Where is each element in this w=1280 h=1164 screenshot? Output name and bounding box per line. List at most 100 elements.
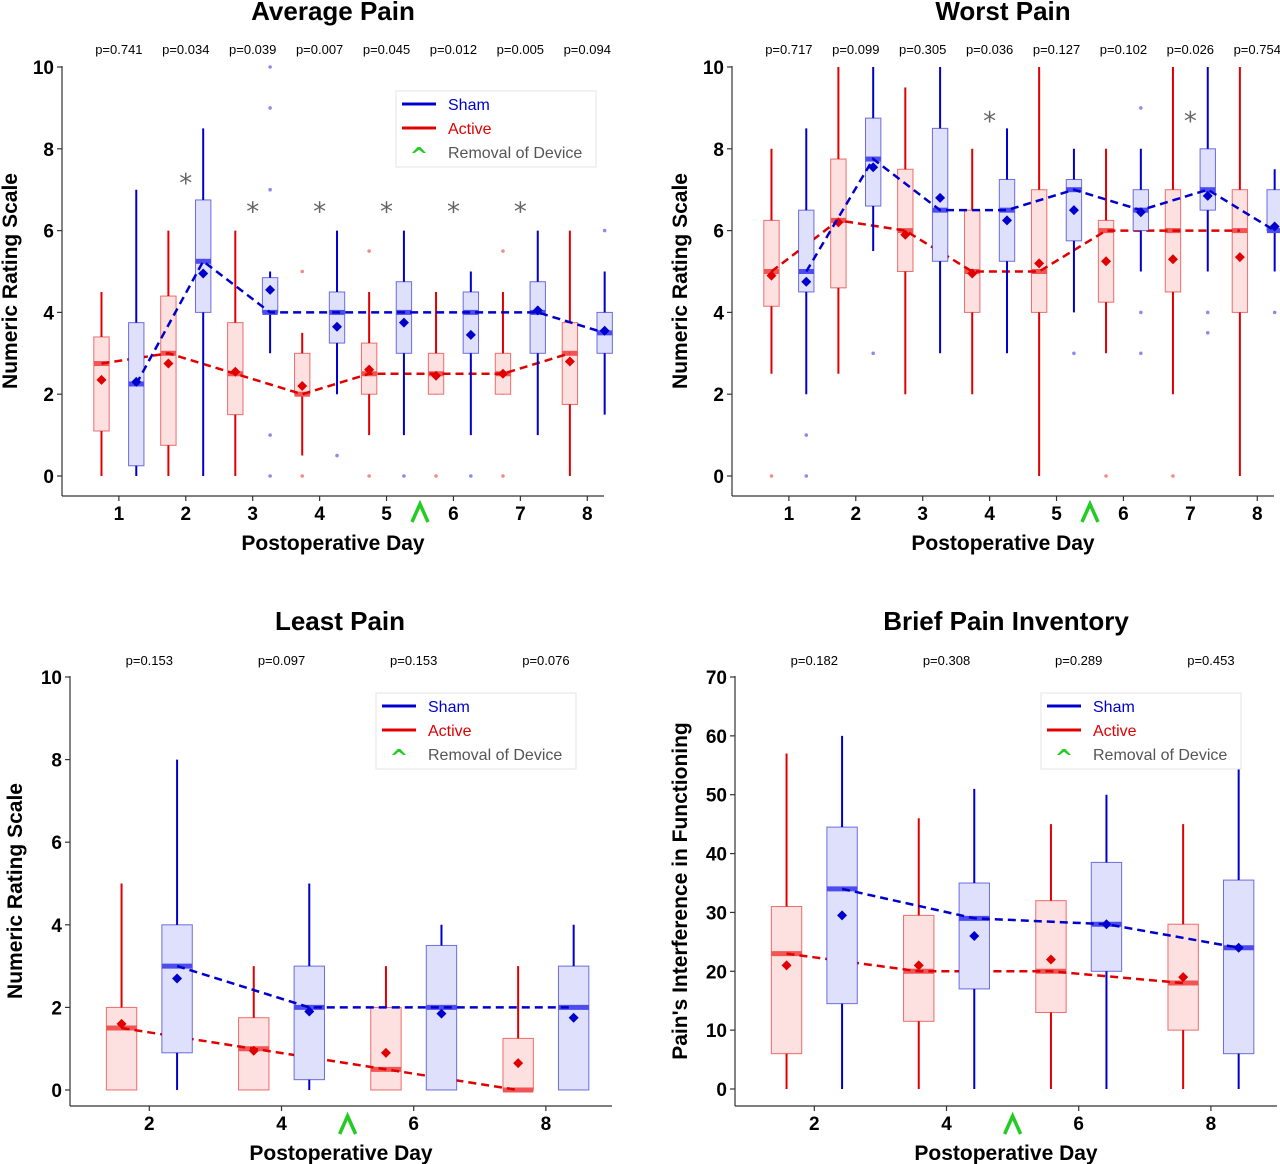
outlier-active <box>367 249 371 253</box>
p-value-label: p=0.007 <box>296 42 343 57</box>
legend-active-label: Active <box>448 121 492 138</box>
median-trend-line-sham <box>841 887 1239 949</box>
series-sham <box>798 67 1280 478</box>
y-tick-label: 6 <box>713 222 724 243</box>
box-active <box>1167 923 1199 1031</box>
mean-marker-active <box>513 1058 524 1069</box>
x-tick-label: 3 <box>247 504 258 525</box>
p-value-label: p=0.012 <box>430 42 477 57</box>
y-tick-label: 10 <box>41 668 62 689</box>
legend-removal-symbol: ^ <box>1055 746 1073 771</box>
significance-asterisk: * <box>179 169 192 199</box>
box-active <box>897 168 914 272</box>
mean-marker-sham <box>1233 942 1244 953</box>
p-value-label: p=0.099 <box>832 42 879 57</box>
y-axis-label: Numeric Rating Scale <box>0 173 22 389</box>
x-tick-label: 6 <box>1118 504 1129 525</box>
x-tick-label: 2 <box>144 1114 155 1135</box>
chart-title: Average Pain <box>251 0 415 26</box>
p-value-label: p=0.153 <box>126 653 173 668</box>
x-tick-label: 8 <box>582 504 593 525</box>
outlier-sham <box>871 351 875 356</box>
mean-marker-sham <box>969 930 980 941</box>
significance-asterisk: * <box>983 107 996 137</box>
y-tick-label: 40 <box>706 845 727 866</box>
chart-title: Brief Pain Inventory <box>883 606 1129 636</box>
mean-marker-sham <box>265 284 276 295</box>
mean-marker-active <box>1234 252 1245 263</box>
removal-of-device-marker <box>1003 1111 1023 1135</box>
series-active <box>770 753 1199 1089</box>
outlier-sham <box>469 474 473 478</box>
legend-removal-symbol: ^ <box>390 746 408 771</box>
x-tick-label: 4 <box>276 1114 287 1135</box>
p-value-label: p=0.026 <box>1167 42 1214 57</box>
y-tick-label: 0 <box>43 467 54 488</box>
mean-marker-active <box>913 960 924 971</box>
mean-marker-sham <box>465 329 476 340</box>
box-active <box>964 209 981 313</box>
p-value-label: p=0.717 <box>765 42 812 57</box>
box-active <box>1030 189 1048 313</box>
mean-marker-active <box>96 374 107 385</box>
mean-marker-active <box>781 960 792 971</box>
legend-sham-label: Sham <box>428 699 470 716</box>
outlier-active <box>434 474 438 478</box>
mean-marker-active <box>297 381 308 392</box>
mean-marker-sham <box>198 268 209 279</box>
x-tick-label: 1 <box>114 504 125 525</box>
p-value-label: p=0.076 <box>522 653 569 668</box>
box-active <box>160 295 177 446</box>
mean-marker-active <box>380 1047 391 1058</box>
y-tick-label: 30 <box>706 903 727 924</box>
legend-sham-label: Sham <box>1093 699 1135 716</box>
mean-marker-sham <box>398 317 409 328</box>
box-sham <box>462 291 480 354</box>
outlier-sham <box>1072 351 1076 356</box>
x-axis-label: Postoperative Day <box>241 532 425 555</box>
panel-2: Worst Pain p=0.717 p=0.099 p=0.305 p=0.036 p=… <box>669 0 1280 555</box>
mean-marker-sham <box>801 276 812 287</box>
outlier-sham <box>602 228 607 233</box>
outlier-sham <box>268 65 272 69</box>
legend-active-label: Active <box>428 723 472 740</box>
panel-3: Least Pain p=0.153 p=0.097 p=0.153 p=0.076 0 2… <box>4 606 612 1164</box>
p-value-label: p=0.045 <box>363 42 410 57</box>
mean-marker-active <box>116 1018 127 1029</box>
box-active <box>1231 189 1249 313</box>
mean-marker-active <box>163 358 174 369</box>
panel-1: Average Pain p=0.741 p=0.034 p=0.039 p=0.007… <box>0 0 613 555</box>
mean-marker-active <box>1034 258 1045 269</box>
y-tick-label: 0 <box>716 1080 727 1101</box>
x-tick-label: 2 <box>181 504 192 525</box>
median-trend-line-sham <box>176 964 574 1009</box>
box-sham <box>529 281 546 354</box>
mean-marker-active <box>1167 254 1178 265</box>
panel-4: Brief Pain Inventory p=0.182 p=0.308 p=0.28… <box>669 606 1277 1164</box>
box-active <box>763 219 780 307</box>
outlier-active <box>367 474 371 478</box>
series-active <box>93 230 579 478</box>
p-value-label: p=0.039 <box>229 42 276 57</box>
x-tick-label: 4 <box>984 504 995 525</box>
mean-marker-active <box>364 364 375 375</box>
chart-title: Least Pain <box>275 606 405 636</box>
p-value-label: p=0.305 <box>899 42 946 57</box>
mean-marker-sham <box>172 973 183 984</box>
p-value-label: p=0.453 <box>1187 653 1234 668</box>
removal-of-device-marker <box>410 499 430 523</box>
x-axis-label: Postoperative Day <box>914 1142 1098 1164</box>
x-tick-label: 4 <box>941 1114 952 1135</box>
outlier-sham <box>402 474 406 478</box>
legend: Sham Active ^ Removal of Device <box>1040 692 1242 771</box>
significance-asterisk: * <box>313 197 326 227</box>
y-tick-label: 8 <box>713 140 724 161</box>
legend-removal-label: Removal of Device <box>1093 747 1227 764</box>
box-sham <box>395 281 413 354</box>
y-tick-label: 4 <box>713 303 724 324</box>
box-sham <box>161 924 193 1054</box>
median-trend-line-sham <box>805 157 1276 273</box>
box-sham <box>1090 861 1123 972</box>
y-tick-label: 2 <box>51 998 62 1019</box>
